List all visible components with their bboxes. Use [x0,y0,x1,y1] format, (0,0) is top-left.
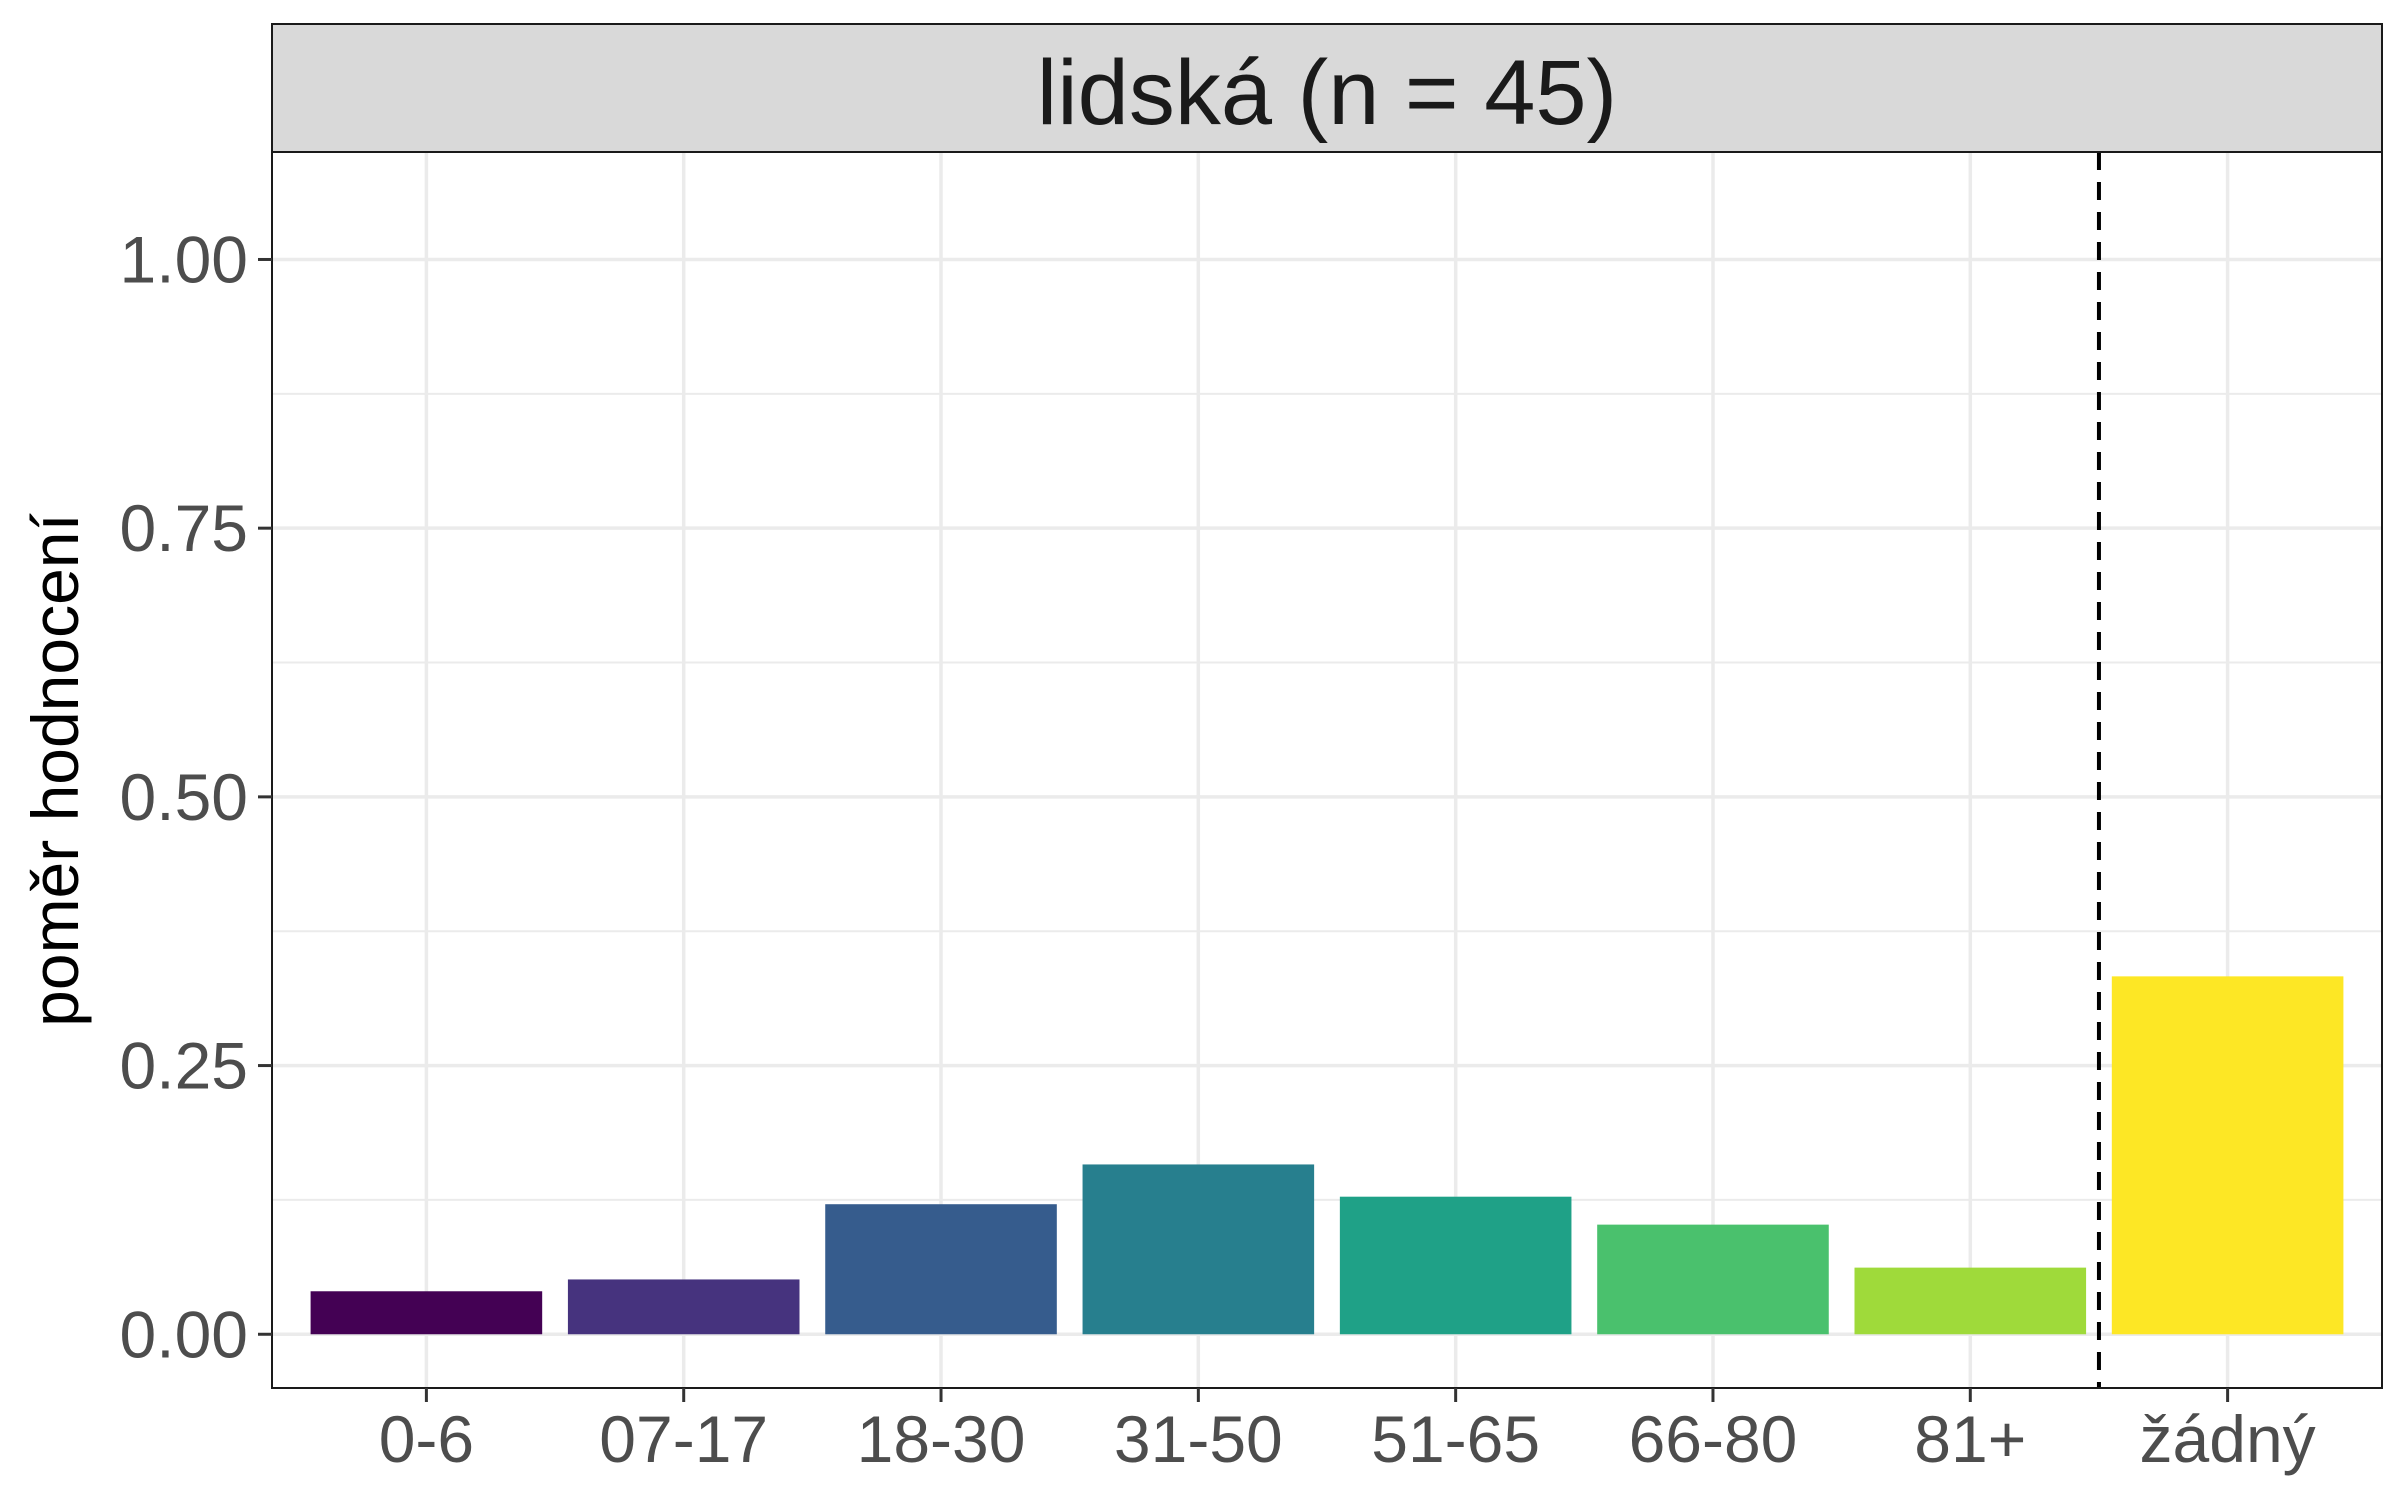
x-tick-label: 81+ [1914,1402,2026,1476]
bar-07-17 [567,1279,800,1335]
bar-81+ [1854,1267,2087,1335]
bar-žádný [2111,976,2344,1335]
y-tick-label: 1.00 [120,222,248,296]
x-tick-label: žádný [2140,1402,2316,1476]
bar-31-50 [1082,1164,1315,1335]
y-tick-label: 0.25 [120,1029,248,1103]
facet-label: lidská (n = 45) [1037,42,1617,144]
x-axis: 0-6 07-17 18-30 31-50 51-65 66-80 81+ žádný [379,1388,2316,1476]
y-axis-title: poměr hodnocení [18,512,92,1026]
y-axis: 0.00 0.25 0.50 0.75 1.00 [120,222,272,1371]
x-tick-label: 0-6 [379,1402,474,1476]
grid-lines [272,152,2382,1388]
y-tick-label: 0.50 [120,760,248,834]
x-tick-label: 18-30 [857,1402,1026,1476]
x-tick-label: 51-65 [1371,1402,1540,1476]
facet-strip-background [271,23,2383,153]
facet-strip: lidská (n = 45) [271,23,2383,153]
x-tick-label: 66-80 [1629,1402,1798,1476]
bars [310,976,2344,1335]
bar-51-65 [1339,1196,1572,1335]
y-tick-label: 0.00 [120,1297,248,1371]
x-tick-label: 07-17 [599,1402,768,1476]
bar-0-6 [310,1291,543,1335]
y-tick-label: 0.75 [120,491,248,565]
panel-border [271,151,2383,1389]
bar-66-80 [1597,1224,1829,1335]
x-tick-label: 31-50 [1114,1402,1283,1476]
bar-18-30 [825,1204,1057,1335]
